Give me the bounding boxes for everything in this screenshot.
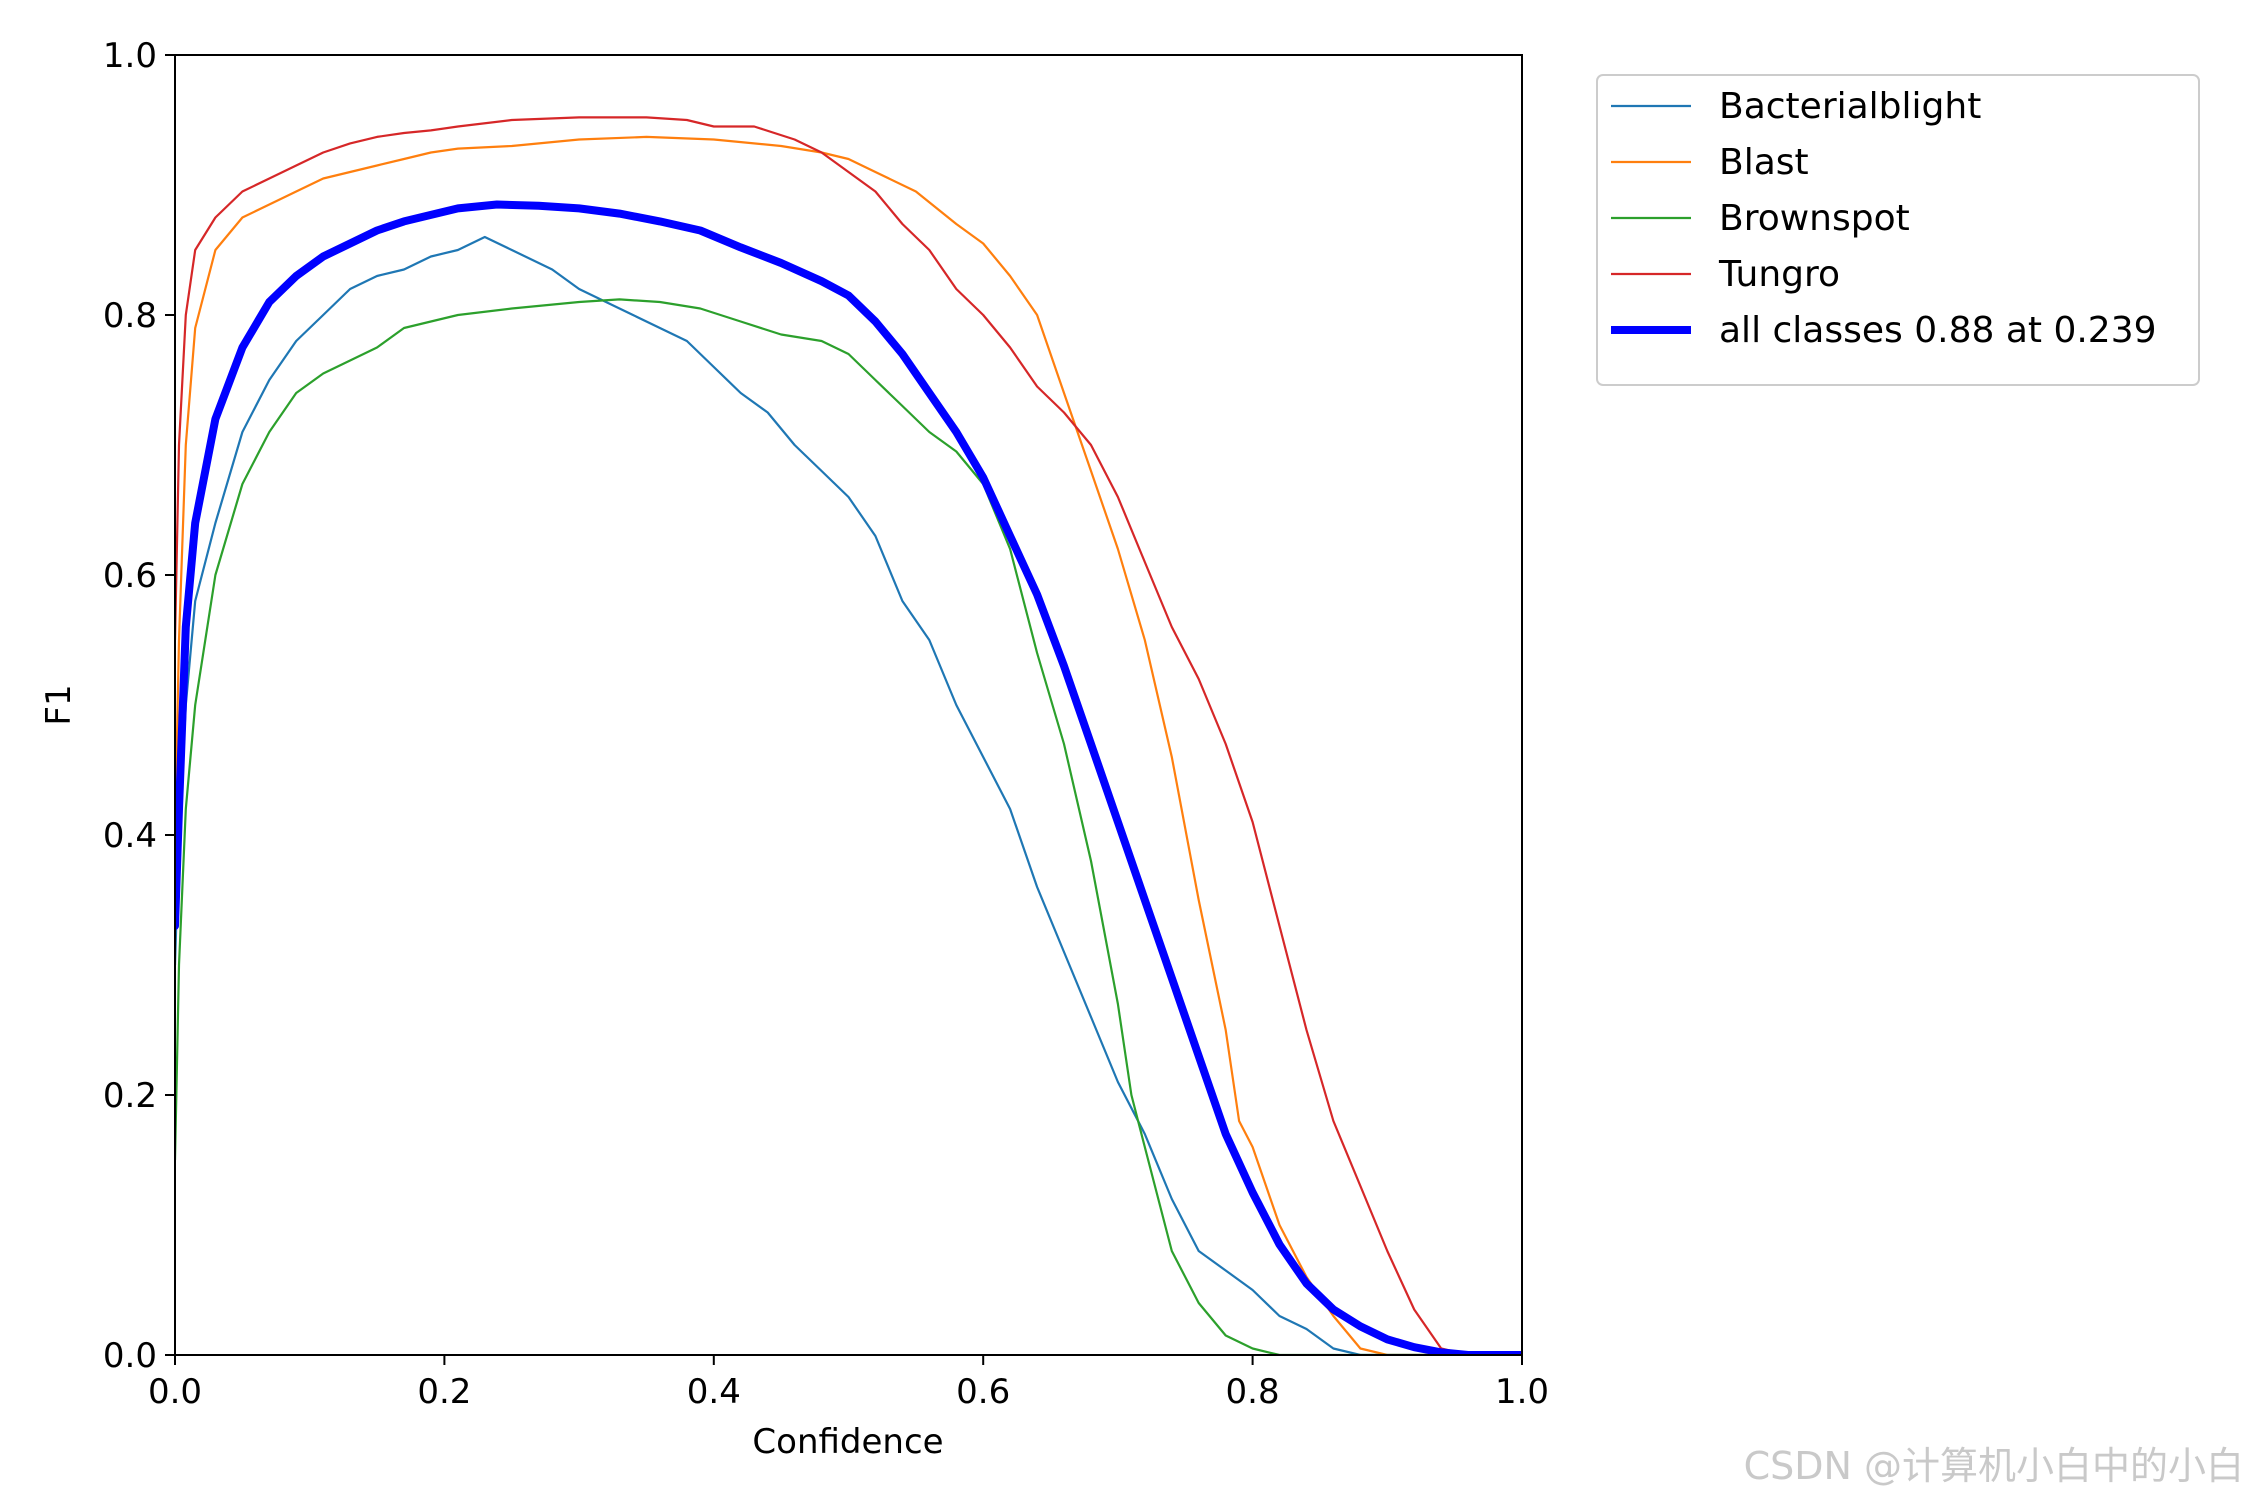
y-axis-title: F1 [39, 684, 79, 725]
y-tick-label: 0.0 [103, 1336, 157, 1376]
watermark: CSDN @计算机小白中的小白 [1743, 1444, 2244, 1488]
x-tick-label: 0.0 [148, 1372, 202, 1412]
x-tick-label: 0.6 [956, 1372, 1010, 1412]
series-layer [175, 116, 1523, 1356]
legend-label: Blast [1719, 142, 1809, 183]
x-tick-label: 0.2 [417, 1372, 471, 1412]
series-line-tungro [175, 116, 1523, 1356]
series-line-bacterialblight [175, 235, 1523, 1356]
x-axis-title: Confidence [752, 1422, 943, 1462]
y-tick-label: 0.2 [103, 1076, 157, 1116]
y-tick-label: 0.8 [103, 296, 157, 336]
series-line-brownspot [175, 298, 1523, 1356]
legend-label: Brownspot [1719, 198, 1910, 239]
y-tick-label: 1.0 [103, 36, 157, 76]
plot-frame [174, 54, 1523, 1356]
legend-label: all classes 0.88 at 0.239 [1719, 310, 2157, 351]
x-tick-label: 0.4 [687, 1372, 741, 1412]
x-tick-label: 0.8 [1226, 1372, 1280, 1412]
legend-frame [1596, 74, 2200, 386]
y-tick-label: 0.4 [103, 816, 157, 856]
legend: Bacterialblight Blast Brownspot Tungro all c… [1596, 74, 2200, 386]
x-axis: 0.0 0.2 0.4 0.6 0.8 1.0 [148, 1355, 1549, 1412]
legend-label: Tungro [1718, 254, 1840, 295]
y-axis: 0.0 0.2 0.4 0.6 0.8 1.0 [103, 36, 175, 1376]
series-line-blast [175, 135, 1523, 1356]
legend-label: Bacterialblight [1719, 86, 1981, 127]
y-tick-label: 0.6 [103, 556, 157, 596]
series-line-all-classes-0-88-at-0-239 [175, 200, 1523, 1356]
x-tick-label: 1.0 [1495, 1372, 1549, 1412]
